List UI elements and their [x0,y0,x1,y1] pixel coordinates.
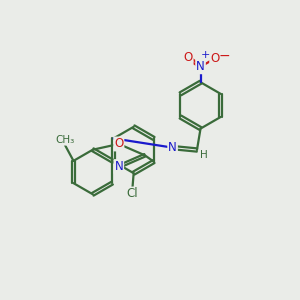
Text: O: O [183,51,193,64]
Text: O: O [210,52,219,65]
Text: Cl: Cl [126,188,138,200]
Text: CH₃: CH₃ [56,135,75,145]
Text: O: O [114,137,123,151]
Text: N: N [114,160,123,173]
Text: −: − [218,49,230,63]
Text: H: H [200,150,207,160]
Text: N: N [168,141,177,154]
Text: N: N [196,60,205,73]
Text: +: + [201,50,210,61]
